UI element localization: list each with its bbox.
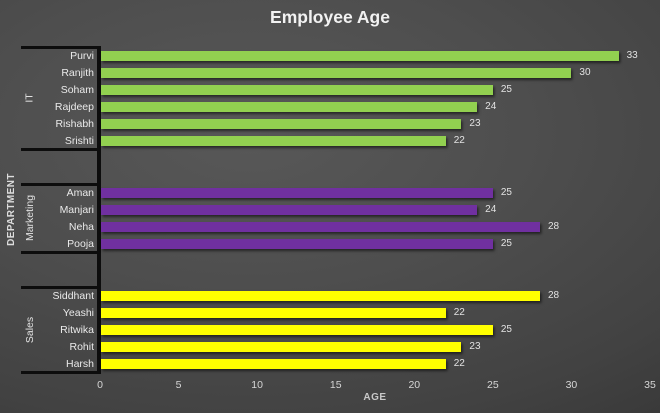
category-label: Siddhant (52, 289, 94, 302)
x-axis-title: AGE (363, 392, 387, 403)
group-bracket-line (21, 251, 101, 255)
bar (101, 67, 572, 78)
category-label: Harsh (65, 358, 94, 371)
bar (101, 342, 462, 353)
category-label: Rishabh (55, 118, 94, 131)
bar (101, 102, 478, 113)
bar (101, 50, 619, 61)
bar (101, 239, 493, 250)
bar-value-label: 25 (500, 238, 512, 250)
bar-value-label: 23 (469, 118, 481, 130)
category-axis-line (97, 46, 101, 374)
bar (101, 187, 493, 198)
group-label-text: Marketing (24, 195, 37, 242)
bar-value-label: 22 (453, 306, 465, 318)
category-label: Pooja (67, 238, 94, 251)
category-label: Aman (66, 186, 94, 199)
category-label: Neha (68, 221, 94, 234)
category-label: Manjari (59, 203, 94, 216)
category-label: Soham (60, 83, 94, 96)
category-label: Purvi (70, 49, 94, 62)
bar-value-label: 30 (579, 66, 591, 78)
bar-value-label: 22 (453, 135, 465, 147)
bar (101, 307, 446, 318)
bar-value-label: 24 (485, 101, 497, 113)
group-bracket-line (21, 371, 101, 375)
category-label: Ranjith (61, 66, 94, 79)
bar-value-label: 25 (500, 323, 512, 335)
bar (101, 324, 493, 335)
x-tick-label: 30 (565, 379, 578, 391)
bar-value-label: 23 (469, 341, 481, 353)
x-tick-label: 5 (175, 379, 182, 391)
bar (101, 119, 462, 130)
bar (101, 136, 446, 147)
bar (101, 84, 493, 95)
category-label: Rajdeep (54, 101, 94, 114)
bar (101, 359, 446, 370)
group-bracket-line (21, 182, 101, 186)
bar-value-label: 28 (548, 289, 560, 301)
x-tick-label: 0 (97, 379, 103, 391)
x-tick-label: 20 (408, 379, 421, 391)
y-axis-title-text: DEPARTMENT (6, 173, 18, 247)
x-tick-label: 10 (251, 379, 263, 391)
x-tick-label: 15 (329, 379, 342, 391)
bar-value-label: 24 (485, 203, 497, 215)
bar (101, 204, 478, 215)
bar (101, 290, 540, 301)
group-bracket-line (21, 45, 101, 49)
bar-value-label: 33 (626, 49, 638, 61)
category-label: Ritwika (60, 323, 94, 336)
category-label: Yeashi (62, 306, 94, 319)
bar-value-label: 25 (500, 186, 512, 198)
category-label: Srishti (64, 135, 94, 148)
group-bracket-line (21, 285, 101, 289)
x-tick-label: 35 (644, 379, 656, 391)
chart-title: Employee Age (270, 7, 390, 27)
bar (101, 222, 540, 233)
bar-value-label: 28 (548, 221, 560, 233)
bar-value-label: 22 (453, 358, 465, 370)
x-tick-label: 25 (487, 379, 499, 391)
bar-value-label: 25 (500, 83, 512, 95)
y-axis-title: DEPARTMENT (4, 47, 19, 373)
category-label: Rohit (69, 341, 94, 354)
group-bracket-line (21, 148, 101, 152)
